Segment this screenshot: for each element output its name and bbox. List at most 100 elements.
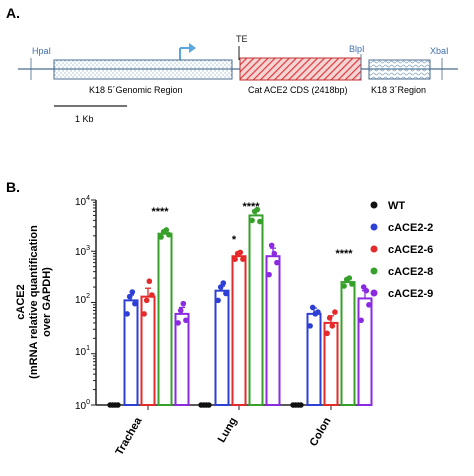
site-hpal: HpaI bbox=[32, 46, 51, 56]
category-label-lung: Lung bbox=[216, 416, 240, 445]
sig-colon: **** bbox=[335, 248, 353, 260]
data-point bbox=[315, 309, 321, 315]
data-point bbox=[326, 315, 333, 321]
data-point bbox=[141, 311, 147, 317]
sig-trachea: **** bbox=[151, 206, 169, 218]
legend: WT cACE2-2 cACE2-6 cACE2-8 cACE2-9 bbox=[370, 200, 433, 300]
data-point bbox=[266, 271, 272, 278]
scale-label: 1 Kb bbox=[75, 114, 94, 124]
bar bbox=[248, 214, 264, 406]
data-point bbox=[349, 281, 355, 287]
y-tick-label: 104 bbox=[75, 195, 90, 208]
data-point bbox=[274, 259, 280, 266]
data-point bbox=[217, 284, 224, 290]
site-te: TE bbox=[236, 34, 248, 44]
y-tick-label: 102 bbox=[75, 293, 90, 306]
data-point bbox=[126, 293, 133, 300]
k18-5-label: K18 5´Genomic Region bbox=[89, 85, 183, 95]
legend-label: WT bbox=[388, 200, 405, 212]
y-tick-labels: 100 101 102 103 104 bbox=[75, 195, 90, 412]
bar bbox=[231, 255, 247, 406]
data-point bbox=[307, 323, 313, 329]
data-point bbox=[268, 242, 275, 249]
cat-ace2-cds-box bbox=[239, 57, 362, 81]
data-point bbox=[249, 217, 255, 224]
bar bbox=[214, 289, 230, 406]
x-category-labels: Trachea Lung Colon bbox=[113, 415, 333, 458]
data-point bbox=[366, 302, 372, 308]
data-point bbox=[163, 227, 170, 233]
data-point bbox=[298, 402, 304, 408]
category-label-trachea: Trachea bbox=[113, 415, 145, 458]
y-tick-label: 103 bbox=[75, 245, 90, 258]
legend-dot-icon bbox=[370, 201, 378, 209]
bar bbox=[174, 312, 190, 406]
data-point bbox=[237, 249, 244, 256]
y-axis-label-line1: cACE2 bbox=[15, 284, 27, 319]
y-axis-label-line3: over GAPDH) bbox=[41, 267, 53, 337]
data-point bbox=[329, 323, 336, 329]
k18-3-label: K18 3´Region bbox=[371, 85, 426, 95]
k18-3-region-box bbox=[368, 59, 431, 80]
data-point bbox=[309, 304, 316, 311]
data-point bbox=[346, 275, 353, 281]
bar-chart bbox=[91, 199, 373, 410]
data-point bbox=[215, 297, 221, 304]
data-point bbox=[257, 218, 263, 225]
promoter-arrow-icon bbox=[179, 43, 196, 60]
y-tick-label: 100 bbox=[75, 399, 90, 412]
data-point bbox=[115, 402, 121, 408]
data-point bbox=[271, 250, 278, 257]
legend-item-cace2-2: cACE2-2 bbox=[370, 222, 433, 234]
legend-item-cace2-6: cACE2-6 bbox=[370, 244, 433, 256]
data-point bbox=[324, 330, 330, 337]
data-point bbox=[149, 292, 155, 298]
legend-label: cACE2-8 bbox=[388, 266, 433, 278]
bar bbox=[265, 255, 281, 406]
data-point bbox=[206, 402, 212, 408]
k18-5-region-box bbox=[53, 59, 233, 80]
sig-lung-6: * bbox=[232, 234, 237, 246]
data-point bbox=[223, 290, 229, 297]
data-point bbox=[240, 256, 246, 262]
legend-item-cace2-9: cACE2-9 bbox=[370, 288, 433, 300]
legend-dot-icon bbox=[370, 245, 378, 253]
legend-dot-icon bbox=[370, 289, 378, 297]
data-point bbox=[132, 300, 138, 307]
bar bbox=[357, 297, 373, 406]
data-point bbox=[183, 317, 189, 324]
bar bbox=[157, 232, 173, 406]
legend-item-wt: WT bbox=[370, 200, 405, 212]
data-point bbox=[254, 206, 261, 213]
legend-dot-icon bbox=[370, 223, 378, 231]
data-point bbox=[175, 320, 181, 326]
data-point bbox=[341, 283, 347, 289]
data-point bbox=[124, 311, 130, 317]
data-point bbox=[158, 234, 164, 240]
legend-label: cACE2-2 bbox=[388, 222, 433, 234]
bar bbox=[340, 281, 356, 406]
data-point bbox=[220, 280, 227, 286]
data-point bbox=[180, 300, 187, 307]
data-point bbox=[129, 289, 136, 295]
data-point bbox=[232, 256, 238, 262]
panel-a-label: A. bbox=[6, 5, 20, 21]
data-point bbox=[363, 287, 370, 294]
data-point bbox=[332, 309, 338, 315]
y-axis-label-line2: (mRNA relative quantification bbox=[28, 225, 40, 379]
cat-ace2-label: Cat ACE2 CDS (2418bp) bbox=[248, 85, 348, 95]
sig-annotations: **** * **** **** bbox=[151, 201, 353, 260]
site-blpl: BlpI bbox=[349, 44, 365, 54]
category-label-colon: Colon bbox=[308, 415, 334, 448]
panel-b-label: B. bbox=[6, 179, 20, 195]
data-point bbox=[166, 231, 172, 238]
y-tick-label: 101 bbox=[75, 345, 90, 358]
data-point bbox=[146, 278, 153, 285]
legend-label: cACE2-9 bbox=[388, 288, 433, 300]
data-point bbox=[177, 307, 184, 314]
y-axis-label: cACE2 (mRNA relative quantification over… bbox=[15, 225, 53, 379]
sig-lung-8: **** bbox=[242, 201, 260, 213]
legend-label: cACE2-6 bbox=[388, 244, 433, 256]
data-point bbox=[358, 317, 364, 324]
